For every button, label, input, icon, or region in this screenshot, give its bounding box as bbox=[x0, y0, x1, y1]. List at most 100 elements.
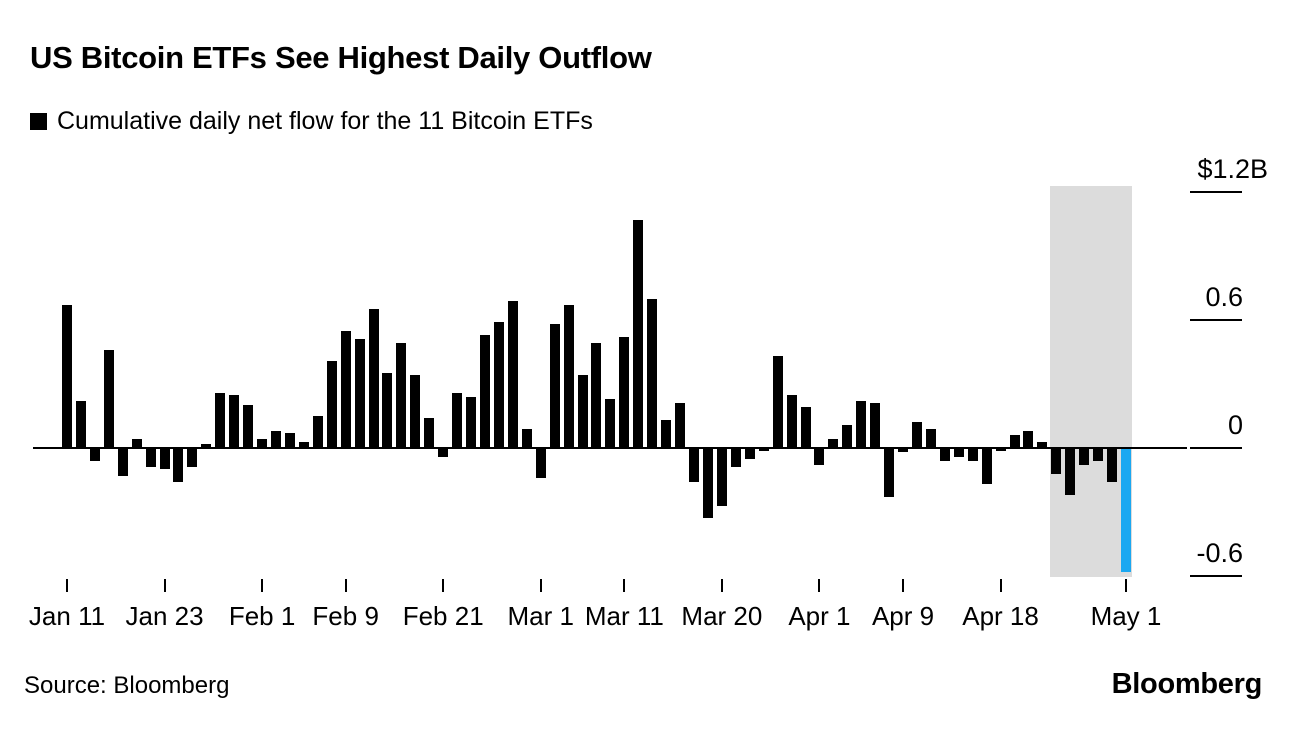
x-axis-label: Apr 18 bbox=[962, 601, 1039, 631]
chart-title: US Bitcoin ETFs See Highest Daily Outflo… bbox=[30, 40, 652, 75]
bar bbox=[842, 424, 853, 448]
x-axis-line bbox=[33, 447, 1187, 449]
y-axis-label: 0 bbox=[1227, 410, 1243, 440]
bar bbox=[716, 449, 727, 506]
x-axis-tick bbox=[902, 579, 905, 592]
bar bbox=[62, 305, 72, 448]
legend: Cumulative daily net flow for the 11 Bit… bbox=[30, 107, 593, 136]
bar bbox=[730, 449, 741, 468]
bar bbox=[396, 343, 407, 448]
bar bbox=[563, 305, 574, 448]
x-axis-label: Feb 21 bbox=[402, 601, 484, 631]
source-note: Source: Bloomberg bbox=[24, 672, 230, 699]
x-axis-tick bbox=[261, 579, 264, 592]
bar bbox=[939, 449, 950, 461]
x-axis-tick bbox=[720, 579, 723, 592]
bar-record-outflow bbox=[1120, 449, 1131, 572]
bar bbox=[744, 449, 755, 459]
bar bbox=[689, 449, 700, 483]
bar bbox=[967, 449, 978, 461]
bar bbox=[215, 392, 226, 448]
bar bbox=[424, 418, 435, 448]
bar bbox=[911, 422, 922, 448]
bar bbox=[647, 298, 658, 448]
bar bbox=[117, 449, 128, 476]
bar bbox=[312, 416, 323, 448]
y-axis-tick bbox=[1190, 319, 1242, 321]
bar bbox=[173, 449, 184, 483]
x-axis-label: Feb 1 bbox=[228, 601, 296, 631]
bar bbox=[187, 449, 198, 468]
bar bbox=[870, 403, 881, 448]
bar bbox=[521, 428, 532, 448]
bar bbox=[1079, 449, 1090, 466]
x-axis-label: Apr 9 bbox=[871, 601, 935, 631]
x-axis-label: Mar 20 bbox=[681, 601, 763, 631]
y-axis-tick bbox=[1190, 447, 1242, 449]
bar bbox=[1093, 449, 1104, 461]
bar bbox=[1009, 435, 1020, 448]
bar bbox=[814, 449, 825, 466]
x-axis-tick bbox=[1124, 579, 1127, 592]
bar bbox=[354, 339, 365, 448]
bar bbox=[271, 430, 281, 448]
x-axis-tick bbox=[623, 579, 626, 592]
x-axis-label: Jan 23 bbox=[125, 601, 204, 631]
y-axis-label: 0.6 bbox=[1205, 282, 1243, 312]
x-axis-tick bbox=[818, 579, 821, 592]
bar bbox=[675, 403, 686, 448]
bar bbox=[1037, 441, 1048, 448]
bar bbox=[1051, 449, 1062, 474]
bar bbox=[925, 428, 936, 448]
legend-label: Cumulative daily net flow for the 11 Bit… bbox=[57, 107, 593, 135]
y-axis-label: $1.2B bbox=[1197, 154, 1268, 184]
x-axis-tick bbox=[442, 579, 445, 592]
bar bbox=[884, 449, 895, 498]
x-axis-tick bbox=[66, 579, 68, 592]
x-axis-tick bbox=[539, 579, 542, 592]
bar bbox=[856, 401, 867, 448]
x-axis-label: Apr 1 bbox=[788, 601, 851, 631]
bar bbox=[89, 449, 100, 461]
x-axis-label: Mar 11 bbox=[584, 601, 664, 631]
bar bbox=[452, 392, 463, 448]
bar bbox=[382, 373, 393, 448]
bar bbox=[772, 356, 783, 448]
bar bbox=[438, 449, 449, 457]
bar bbox=[577, 375, 588, 448]
bar bbox=[243, 405, 254, 448]
bar bbox=[340, 330, 351, 448]
x-axis-tick bbox=[163, 579, 166, 592]
bar bbox=[493, 322, 504, 448]
bar bbox=[800, 407, 811, 448]
y-axis-tick bbox=[1190, 575, 1242, 577]
x-axis-tick bbox=[344, 579, 347, 592]
x-axis-label: Mar 1 bbox=[507, 601, 574, 631]
legend-swatch bbox=[30, 113, 47, 130]
x-axis-label: May 1 bbox=[1090, 601, 1162, 631]
bar bbox=[326, 360, 337, 448]
bar bbox=[898, 449, 909, 453]
bar bbox=[159, 449, 170, 470]
bar bbox=[1065, 449, 1076, 495]
bar bbox=[145, 449, 156, 468]
bar bbox=[549, 324, 560, 448]
bar bbox=[284, 433, 295, 448]
bar bbox=[633, 219, 644, 448]
bar bbox=[1107, 449, 1118, 483]
y-axis-label: -0.6 bbox=[1196, 538, 1243, 568]
bar bbox=[661, 420, 672, 448]
bar bbox=[75, 401, 86, 448]
bar bbox=[257, 439, 268, 448]
bar bbox=[605, 398, 616, 448]
x-axis-label: Jan 11 bbox=[28, 601, 106, 631]
bar bbox=[1023, 430, 1034, 448]
highlight-band bbox=[1050, 186, 1132, 577]
bloomberg-logo: Bloomberg bbox=[1111, 668, 1263, 700]
bar bbox=[298, 441, 309, 448]
x-axis-label: Feb 9 bbox=[312, 601, 379, 631]
bar bbox=[619, 337, 630, 448]
x-axis-tick bbox=[999, 579, 1002, 592]
